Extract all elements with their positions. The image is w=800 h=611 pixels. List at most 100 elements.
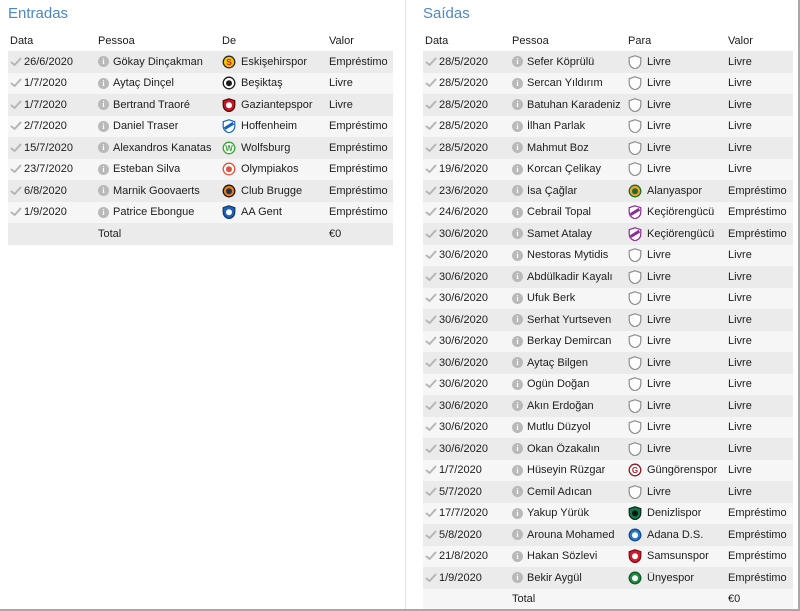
column-header-data[interactable]: Data — [10, 35, 34, 47]
club-name[interactable]: Keçiörengücü — [647, 206, 715, 219]
club-name[interactable]: Beşiktaş — [241, 77, 283, 90]
person-name[interactable]: Hüseyin Rüzgar — [527, 464, 606, 477]
table-row[interactable]: 30/6/2020 i Okan Özakalın Livre Livre — [423, 438, 793, 460]
info-icon[interactable]: i — [512, 421, 523, 433]
info-icon[interactable]: i — [98, 185, 109, 197]
table-row[interactable]: 1/7/2020 i Hüseyin Rüzgar G Güngörenspor Livr… — [423, 459, 793, 481]
table-row[interactable]: 30/6/2020 i Berkay Demircan Livre Livre — [423, 330, 793, 352]
club-name[interactable]: Livre — [647, 98, 671, 111]
person-name[interactable]: Samet Atalay — [527, 227, 592, 240]
table-row[interactable]: 28/5/2020 i Sefer Köprülü Livre Livre — [423, 51, 793, 73]
person-name[interactable]: Daniel Traser — [113, 120, 179, 133]
table-row[interactable]: 30/6/2020 i Mutlu Düzyol Livre Livre — [423, 416, 793, 438]
person-name[interactable]: Arouna Mohamed — [527, 528, 615, 541]
info-icon[interactable]: i — [98, 120, 109, 132]
club-name[interactable]: Livre — [647, 421, 671, 434]
club-name[interactable]: Olympiakos — [241, 163, 299, 176]
column-header-pessoa[interactable]: Pessoa — [512, 35, 549, 47]
person-name[interactable]: İsa Çağlar — [527, 184, 578, 197]
info-icon[interactable]: i — [512, 400, 523, 412]
table-row[interactable]: 17/7/2020 i Yakup Yürük Denizlispor Emprésti… — [423, 502, 793, 524]
info-icon[interactable]: i — [512, 572, 523, 584]
info-icon[interactable]: i — [98, 77, 109, 89]
person-name[interactable]: Berkay Demircan — [527, 335, 612, 348]
club-name[interactable]: Livre — [647, 249, 671, 262]
person-name[interactable]: Yakup Yürük — [527, 507, 589, 520]
info-icon[interactable]: i — [512, 443, 523, 455]
person-name[interactable]: Gökay Dinçakman — [113, 55, 203, 68]
club-name[interactable]: Gaziantepspor — [241, 98, 313, 111]
person-name[interactable]: Alexandros Kanatas — [113, 141, 212, 154]
person-name[interactable]: Aytaç Bilgen — [527, 356, 588, 369]
club-name[interactable]: Livre — [647, 141, 671, 154]
table-row[interactable]: 1/9/2020 i Patrice Ebongue AA Gent Empréstim… — [8, 201, 393, 223]
info-icon[interactable]: i — [512, 99, 523, 111]
club-name[interactable]: Club Brugge — [241, 184, 303, 197]
club-name[interactable]: Livre — [647, 270, 671, 283]
column-header-valor[interactable]: Valor — [329, 35, 354, 47]
table-row[interactable]: 26/6/2020 i Gökay Dinçakman S Eskişehirspor E… — [8, 51, 393, 73]
info-icon[interactable]: i — [512, 249, 523, 261]
table-row[interactable]: 1/7/2020 i Bertrand Traoré Gaziantepspor Liv… — [8, 94, 393, 116]
info-icon[interactable]: i — [512, 507, 523, 519]
info-icon[interactable]: i — [512, 142, 523, 154]
table-row[interactable]: 1/7/2020 i Aytaç Dinçel Beşiktaş Livre — [8, 72, 393, 94]
club-name[interactable]: Livre — [647, 356, 671, 369]
table-row[interactable]: 5/8/2020 i Arouna Mohamed Adana D.S. Emprést… — [423, 524, 793, 546]
person-name[interactable]: Mutlu Düzyol — [527, 421, 591, 434]
table-row[interactable]: 30/6/2020 i Ogün Doğan Livre Livre — [423, 373, 793, 395]
table-row[interactable]: 2/7/2020 i Daniel Traser Hoffenheim Emprésti… — [8, 115, 393, 137]
info-icon[interactable]: i — [98, 56, 109, 68]
table-row[interactable]: 30/6/2020 i Ufuk Berk Livre Livre — [423, 287, 793, 309]
club-name[interactable]: Livre — [647, 485, 671, 498]
table-row[interactable]: 30/6/2020 i Nestoras Mytidis Livre Livre — [423, 244, 793, 266]
table-row[interactable]: 24/6/2020 i Cebrail Topal Keçiörengücü Empré… — [423, 201, 793, 223]
info-icon[interactable]: i — [98, 99, 109, 111]
table-row[interactable]: 28/5/2020 i Mahmut Boz Livre Livre — [423, 137, 793, 159]
table-row[interactable]: 28/5/2020 i Batuhan Karadeniz Livre Livre — [423, 94, 793, 116]
person-name[interactable]: Serhat Yurtseven — [527, 313, 612, 326]
person-name[interactable]: Ufuk Berk — [527, 292, 576, 305]
club-name[interactable]: AA Gent — [241, 206, 282, 219]
info-icon[interactable]: i — [512, 464, 523, 476]
info-icon[interactable]: i — [512, 378, 523, 390]
table-row[interactable]: 30/6/2020 i Akın Erdoğan Livre Livre — [423, 395, 793, 417]
club-name[interactable]: Livre — [647, 378, 671, 391]
person-name[interactable]: Bekir Aygül — [527, 571, 582, 584]
person-name[interactable]: Cemil Adıcan — [527, 485, 592, 498]
info-icon[interactable]: i — [512, 335, 523, 347]
club-name[interactable]: Ünyespor — [647, 571, 695, 584]
person-name[interactable]: Marnik Goovaerts — [113, 184, 200, 197]
person-name[interactable]: Aytaç Dinçel — [113, 77, 174, 90]
info-icon[interactable]: i — [512, 357, 523, 369]
info-icon[interactable]: i — [512, 56, 523, 68]
club-name[interactable]: Livre — [647, 399, 671, 412]
person-name[interactable]: Mahmut Boz — [527, 141, 589, 154]
table-row[interactable]: 15/7/2020 i Alexandros Kanatas W Wolfsburg Em… — [8, 137, 393, 159]
table-row[interactable]: 28/5/2020 i Sercan Yıldırım Livre Livre — [423, 72, 793, 94]
column-header-data[interactable]: Data — [425, 35, 449, 47]
info-icon[interactable]: i — [98, 142, 109, 154]
club-name[interactable]: Eskişehirspor — [241, 55, 308, 68]
club-name[interactable]: Adana D.S. — [647, 528, 704, 541]
person-name[interactable]: Nestoras Mytidis — [527, 249, 609, 262]
club-name[interactable]: Livre — [647, 442, 671, 455]
person-name[interactable]: Cebrail Topal — [527, 206, 592, 219]
info-icon[interactable]: i — [512, 486, 523, 498]
column-header-pessoa[interactable]: Pessoa — [98, 35, 135, 47]
info-icon[interactable]: i — [512, 120, 523, 132]
table-row[interactable]: 30/6/2020 i Samet Atalay Keçiörengücü Emprés… — [423, 223, 793, 245]
person-name[interactable]: Esteban Silva — [113, 163, 181, 176]
table-row[interactable]: 21/8/2020 i Hakan Sözlevi Samsunspor Emprést… — [423, 545, 793, 567]
table-row[interactable]: 1/9/2020 i Bekir Aygül Ünyespor Empréstimo — [423, 567, 793, 589]
club-name[interactable]: Denizlispor — [647, 507, 702, 520]
table-row[interactable]: 30/6/2020 i Aytaç Bilgen Livre Livre — [423, 352, 793, 374]
person-name[interactable]: Sefer Köprülü — [527, 55, 595, 68]
club-name[interactable]: Hoffenheim — [241, 120, 298, 133]
table-row[interactable]: 23/7/2020 i Esteban Silva Olympiakos Emprést… — [8, 158, 393, 180]
info-icon[interactable]: i — [512, 163, 523, 175]
info-icon[interactable]: i — [98, 206, 109, 218]
club-name[interactable]: Livre — [647, 335, 671, 348]
table-row[interactable]: 30/6/2020 i Serhat Yurtseven Livre Livre — [423, 309, 793, 331]
person-name[interactable]: Abdülkadir Kayalı — [527, 270, 613, 283]
